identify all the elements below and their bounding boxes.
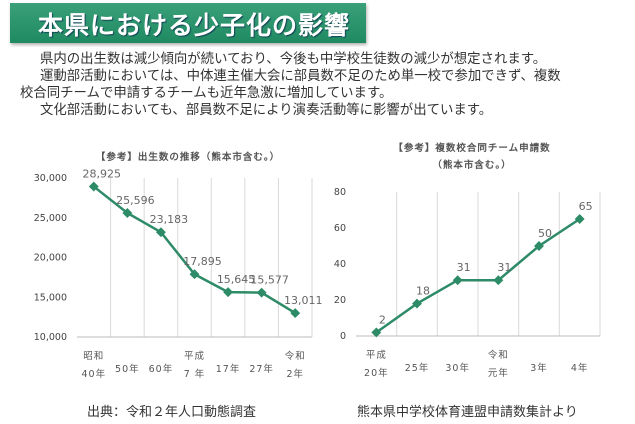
series-line <box>375 217 581 334</box>
chart-title: 【参考】出生数の推移（熊本市含む。） <box>96 151 280 163</box>
data-label: 17,895 <box>183 255 222 268</box>
x-tick-label: 50年 <box>115 363 140 375</box>
data-label: 2 <box>379 313 386 326</box>
paragraph-2: 運動部活動においては、中体連主催大会に部員数不足のため単一校で参加できず、複数 <box>40 69 561 84</box>
data-point <box>256 287 267 298</box>
data-label: 28,925 <box>83 168 122 181</box>
y-tick-label: 15,000 <box>34 292 67 303</box>
x-tick-label: 17年 <box>216 363 241 375</box>
y-tick-label: 10,000 <box>34 332 67 343</box>
x-tick-label: 20年 <box>364 367 389 379</box>
title-banner: 本県における少子化の影響 <box>10 3 366 43</box>
x-tick-label: 4年 <box>571 362 589 374</box>
source-teams: 熊本県中学校体育連盟申請数集計より <box>357 405 578 420</box>
y-tick-label: 60 <box>334 223 346 234</box>
data-point <box>371 327 382 338</box>
x-tick-label: 60年 <box>149 363 174 375</box>
chart-title: 【参考】複数校合同チーム申請数 <box>393 142 550 154</box>
x-tick-label: 令和 <box>488 349 509 361</box>
data-label: 23,183 <box>150 213 189 226</box>
data-point <box>290 308 301 319</box>
data-point <box>88 181 99 192</box>
data-point <box>452 275 463 286</box>
y-tick-label: 20 <box>334 295 346 306</box>
y-tick-label: 20,000 <box>34 253 67 264</box>
data-label: 31 <box>457 261 471 274</box>
x-tick-label: 平成 <box>184 350 205 362</box>
y-tick-label: 40 <box>334 259 346 270</box>
data-point <box>155 227 166 238</box>
paragraph-3: 文化部活動においても、部員数不足により演奏活動等に影響が出ています。 <box>40 103 493 118</box>
data-point <box>412 298 422 309</box>
x-tick-label: 令和 <box>285 350 306 362</box>
data-point <box>534 241 544 251</box>
x-tick-label: 平成 <box>366 349 387 361</box>
data-label: 65 <box>579 200 593 213</box>
x-tick-label: 30年 <box>445 362 470 374</box>
x-tick-label: 元年 <box>488 367 509 379</box>
data-label: 13,011 <box>284 294 323 307</box>
y-tick-label: 80 <box>334 187 346 198</box>
data-label: 15,645 <box>217 273 256 286</box>
source-births: 出典：令和２年人口動態調査 <box>87 405 257 420</box>
data-label: 15,577 <box>250 274 289 287</box>
paragraph-2-cont: 校合同チームで申請するチームも近年急激に増加しています。 <box>20 86 393 101</box>
data-label: 31 <box>497 261 511 274</box>
x-tick-label: 2年 <box>286 368 304 380</box>
data-point <box>189 269 200 280</box>
y-tick-label: 25,000 <box>34 213 67 224</box>
data-label: 50 <box>538 227 552 240</box>
x-tick-label: 昭和 <box>83 351 104 362</box>
x-tick-label: 7 年 <box>184 368 206 380</box>
x-tick-label: 27年 <box>249 363 274 375</box>
data-point <box>493 275 504 286</box>
x-tick-label: 40年 <box>81 368 106 380</box>
paragraph-1: 県内の出生数は減少傾向が続いており、今後も中学校生徒数の減少が想定されます。 <box>40 52 547 67</box>
page-title: 本県における少子化の影響 <box>38 11 351 40</box>
y-tick-label: 0 <box>340 331 346 342</box>
data-point <box>574 214 585 224</box>
chart-title: （熊本市含む。） <box>432 159 511 171</box>
x-tick-label: 25年 <box>405 362 430 374</box>
data-point <box>122 208 133 218</box>
data-label: 25,596 <box>116 194 155 207</box>
data-label: 18 <box>416 285 430 298</box>
y-tick-label: 30,000 <box>34 173 67 184</box>
x-tick-label: 3年 <box>530 362 548 374</box>
data-point <box>223 287 234 298</box>
